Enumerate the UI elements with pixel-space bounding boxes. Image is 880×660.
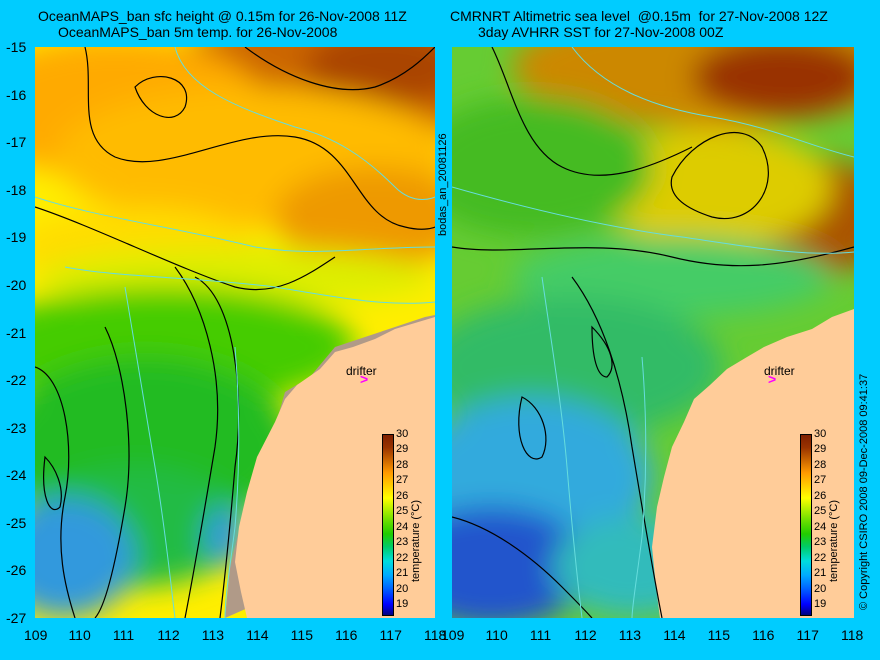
lat-tick-label: -22 bbox=[6, 372, 27, 389]
lon-tick-label: 113 bbox=[618, 627, 642, 643]
lon-tick-label: 116 bbox=[335, 627, 358, 643]
colorbar-tick-label: 26 bbox=[396, 489, 409, 502]
right-height-contours bbox=[452, 47, 854, 618]
left-sst-map: > bbox=[35, 47, 435, 618]
colorbar-tick-label: 28 bbox=[814, 458, 827, 471]
lon-tick-label: 118 bbox=[841, 627, 864, 643]
lon-tick-label: 114 bbox=[246, 627, 269, 643]
left-colorbar-unit: temperature (°C) bbox=[410, 499, 422, 582]
colorbar-tick-label: 24 bbox=[396, 520, 409, 533]
analysis-id-label: bodas_an_20081126 bbox=[437, 133, 449, 236]
left-colorbar bbox=[382, 434, 394, 616]
colorbar-tick-label: 28 bbox=[396, 458, 409, 471]
lat-tick-label: -15 bbox=[6, 39, 27, 55]
lat-tick-label: -24 bbox=[6, 467, 27, 484]
colorbar-tick-label: 23 bbox=[814, 536, 827, 549]
lat-tick-label: -21 bbox=[6, 324, 27, 341]
left-height-contours bbox=[35, 47, 435, 618]
right-map-canvas: > bbox=[452, 47, 854, 618]
colorbar-tick-label: 25 bbox=[814, 505, 827, 518]
left-map-canvas: > bbox=[35, 47, 435, 618]
lon-tick-label: 118 bbox=[424, 627, 447, 643]
colorbar-tick-label: 25 bbox=[396, 505, 409, 518]
lon-tick-label: 117 bbox=[796, 627, 819, 643]
left-drifter-label: drifter bbox=[346, 364, 377, 378]
left-drifter-marker: > bbox=[360, 371, 368, 387]
lat-tick-label: -17 bbox=[6, 134, 27, 151]
colorbar-tick-label: 20 bbox=[814, 582, 827, 595]
left-map-title: OceanMAPS_ban sfc height @ 0.15m for 26-… bbox=[38, 8, 407, 24]
colorbar-tick-label: 19 bbox=[814, 598, 827, 610]
lon-tick-label: 112 bbox=[574, 627, 597, 643]
colorbar-tick-label: 22 bbox=[814, 551, 827, 564]
lon-tick-label: 117 bbox=[379, 627, 402, 643]
left-map-subtitle: OceanMAPS_ban 5m temp. for 26-Nov-2008 bbox=[58, 24, 338, 40]
colorbar-tick-label: 30 bbox=[814, 428, 827, 440]
right-drifter-label: drifter bbox=[764, 364, 795, 378]
lon-tick-label: 110 bbox=[485, 627, 508, 643]
colorbar-tick-label: 29 bbox=[396, 443, 409, 456]
left-bathymetry bbox=[35, 47, 435, 618]
lon-tick-label: 112 bbox=[157, 627, 180, 643]
lon-tick-label: 111 bbox=[529, 627, 552, 643]
lat-tick-label: -27 bbox=[6, 610, 27, 626]
lat-tick-label: -23 bbox=[6, 419, 27, 436]
right-drifter-marker: > bbox=[768, 371, 776, 387]
colorbar-tick-label: 20 bbox=[396, 582, 409, 595]
lon-tick-label: 116 bbox=[752, 627, 775, 643]
right-map-subtitle: 3day AVHRR SST for 27-Nov-2008 00Z bbox=[478, 24, 724, 40]
right-sst-map: > bbox=[452, 47, 854, 618]
right-map-title: CMRNRT Altimetric sea level @0.15m for 2… bbox=[450, 8, 828, 24]
colorbar-tick-label: 26 bbox=[814, 489, 827, 502]
lat-tick-label: -18 bbox=[6, 181, 27, 198]
lon-tick-label: 113 bbox=[201, 627, 225, 643]
lon-tick-label: 115 bbox=[290, 627, 313, 643]
lat-tick-label: -19 bbox=[6, 229, 27, 246]
lat-tick-label: -25 bbox=[6, 514, 27, 531]
colorbar-tick-label: 29 bbox=[814, 443, 827, 456]
lon-tick-label: 115 bbox=[707, 627, 730, 643]
lat-tick-label: -16 bbox=[6, 86, 27, 103]
colorbar-tick-label: 21 bbox=[814, 567, 827, 580]
colorbar-tick-label: 21 bbox=[396, 567, 409, 580]
colorbar-tick-label: 22 bbox=[396, 551, 409, 564]
colorbar-tick-label: 27 bbox=[814, 474, 827, 487]
colorbar-tick-label: 23 bbox=[396, 536, 409, 549]
lon-tick-label: 110 bbox=[68, 627, 91, 643]
lon-tick-label: 109 bbox=[24, 627, 48, 643]
lat-tick-label: -20 bbox=[6, 276, 27, 293]
right-bathymetry bbox=[452, 47, 854, 618]
lon-tick-label: 114 bbox=[663, 627, 686, 643]
right-colorbar bbox=[800, 434, 812, 616]
colorbar-tick-label: 27 bbox=[396, 474, 409, 487]
lon-tick-label: 111 bbox=[112, 627, 135, 643]
colorbar-tick-label: 24 bbox=[814, 520, 827, 533]
copyright-label: © Copyright CSIRO 2008 09-Dec-2008 09:41… bbox=[858, 373, 870, 610]
right-colorbar-unit: temperature (°C) bbox=[828, 499, 840, 582]
lat-tick-label: -26 bbox=[6, 562, 27, 579]
colorbar-tick-label: 30 bbox=[396, 428, 409, 440]
colorbar-tick-label: 19 bbox=[396, 598, 409, 610]
lon-tick-label: 109 bbox=[441, 627, 465, 643]
